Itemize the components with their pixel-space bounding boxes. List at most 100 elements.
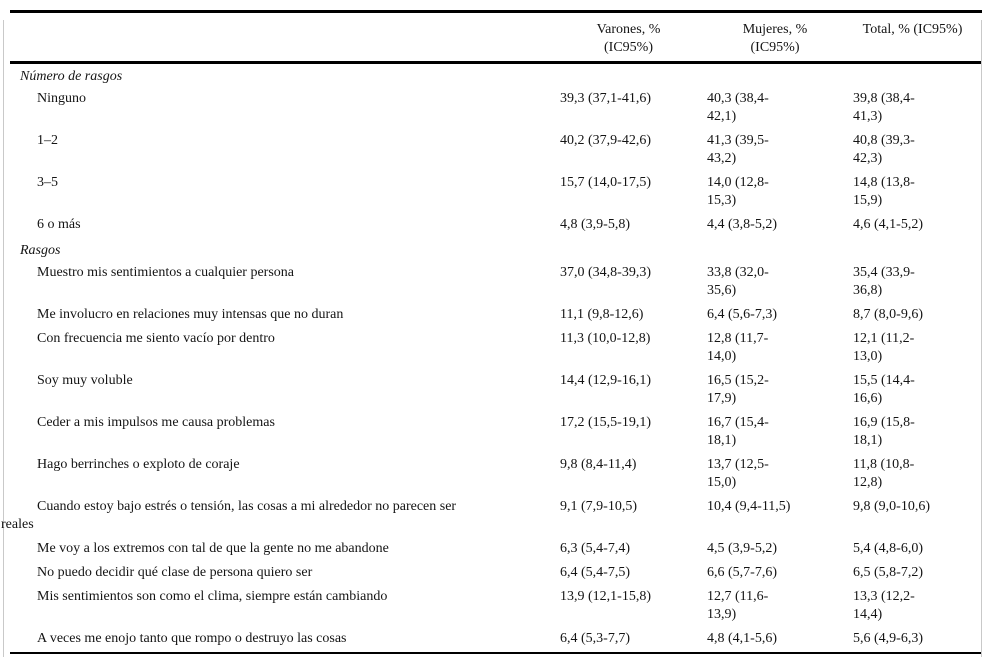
table-left-border xyxy=(3,20,4,657)
total-value: 39,8 (38,4- 41,3) xyxy=(853,91,915,124)
total-value: 40,8 (39,3- 42,3) xyxy=(853,133,915,166)
varones-value: 11,1 (9,8-12,6) xyxy=(560,307,644,322)
mujeres-value: 16,5 (15,2- 17,9) xyxy=(707,373,769,406)
row-label: Mis sentimientos son como el clima, siem… xyxy=(37,589,388,604)
row-label: No puedo decidir qué clase de persona qu… xyxy=(37,565,313,580)
row-label: Me voy a los extremos con tal de que la … xyxy=(37,541,389,556)
row-label: 6 o más xyxy=(37,217,81,232)
varones-value: 6,4 (5,4-7,5) xyxy=(560,565,630,580)
table-row: Mis sentimientos son como el clima, siem… xyxy=(10,586,982,628)
varones-value: 6,3 (5,4-7,4) xyxy=(560,541,630,556)
row-label: A veces me enojo tanto que rompo o destr… xyxy=(37,631,347,646)
table-row: Número de rasgos xyxy=(10,63,982,89)
total-value: 9,8 (9,0-10,6) xyxy=(853,499,930,514)
row-label-cell: No puedo decidir qué clase de persona qu… xyxy=(10,562,560,586)
row-label-cell: Hago berrinches o exploto de coraje xyxy=(10,454,560,496)
header-varones: Varones, % (IC95%) xyxy=(560,11,707,64)
mujeres-value: 12,7 (11,6- 13,9) xyxy=(707,589,769,622)
total-value: 15,5 (14,4- 16,6) xyxy=(853,373,915,406)
varones-value: 6,4 (5,3-7,7) xyxy=(560,631,630,646)
table-row: Ninguno 39,3 (37,1-41,6) 40,3 (38,4- 42,… xyxy=(10,88,982,130)
header-total: Total, % (IC95%) xyxy=(853,11,982,64)
row-label: Rasgos xyxy=(20,243,61,258)
total-value: 35,4 (33,9- 36,8) xyxy=(853,265,915,298)
row-label: Cuando estoy bajo estrés o tensión, las … xyxy=(1,499,457,532)
table-row: Con frecuencia me siento vacío por dentr… xyxy=(10,328,982,370)
mujeres-value: 4,4 (3,8-5,2) xyxy=(707,217,777,232)
row-label: Número de rasgos xyxy=(20,69,123,84)
mujeres-value: 41,3 (39,5- 43,2) xyxy=(707,133,769,166)
mujeres-value: 4,8 (4,1-5,6) xyxy=(707,631,777,646)
mujeres-value: 12,8 (11,7- 14,0) xyxy=(707,331,769,364)
table-row: 1–2 40,2 (37,9-42,6) 41,3 (39,5- 43,2) 4… xyxy=(10,130,982,172)
mujeres-value: 6,6 (5,7-7,6) xyxy=(707,565,777,580)
row-label: 3–5 xyxy=(37,175,58,190)
mujeres-value xyxy=(707,63,853,89)
table-header: Varones, % (IC95%) Mujeres, % (IC95%) To… xyxy=(10,11,982,64)
varones-value xyxy=(560,238,707,262)
total-value: 13,3 (12,2- 14,4) xyxy=(853,589,915,622)
row-label: Ceder a mis impulsos me causa problemas xyxy=(37,415,275,430)
table-body: Número de rasgos Ninguno 39,3 (37,1-41,6… xyxy=(1,63,982,654)
total-value: 11,8 (10,8- 12,8) xyxy=(853,457,915,490)
mujeres-value: 14,0 (12,8- 15,3) xyxy=(707,175,769,208)
prevalence-table: Varones, % (IC95%) Mujeres, % (IC95%) To… xyxy=(1,10,982,654)
row-label-cell: 1–2 xyxy=(10,130,560,172)
row-label-cell: 6 o más xyxy=(10,214,560,238)
header-row: Varones, % (IC95%) Mujeres, % (IC95%) To… xyxy=(10,11,982,64)
table-row: Muestro mis sentimientos a cualquier per… xyxy=(10,262,982,304)
mujeres-value: 4,5 (3,9-5,2) xyxy=(707,541,777,556)
table-row: No puedo decidir qué clase de persona qu… xyxy=(10,562,982,586)
mujeres-value: 10,4 (9,4-11,5) xyxy=(707,499,791,514)
table-row: Soy muy voluble 14,4 (12,9-16,1) 16,5 (1… xyxy=(10,370,982,412)
row-label-cell: Soy muy voluble xyxy=(10,370,560,412)
table-row: Hago berrinches o exploto de coraje 9,8 … xyxy=(10,454,982,496)
mujeres-value: 33,8 (32,0- 35,6) xyxy=(707,265,769,298)
varones-value: 40,2 (37,9-42,6) xyxy=(560,133,651,148)
varones-value: 4,8 (3,9-5,8) xyxy=(560,217,630,232)
row-label-cell: Me voy a los extremos con tal de que la … xyxy=(10,538,560,562)
table-row: 6 o más 4,8 (3,9-5,8) 4,4 (3,8-5,2) 4,6 … xyxy=(10,214,982,238)
header-label-column xyxy=(10,11,560,64)
total-value: 6,5 (5,8-7,2) xyxy=(853,565,923,580)
total-value: 5,4 (4,8-6,0) xyxy=(853,541,923,556)
row-label: Me involucro en relaciones muy intensas … xyxy=(37,307,344,322)
total-value: 8,7 (8,0-9,6) xyxy=(853,307,923,322)
varones-value: 17,2 (15,5-19,1) xyxy=(560,415,651,430)
varones-value: 9,8 (8,4-11,4) xyxy=(560,457,637,472)
header-mujeres: Mujeres, % (IC95%) xyxy=(707,11,853,64)
row-label: Con frecuencia me siento vacío por dentr… xyxy=(37,331,275,346)
varones-value xyxy=(560,63,707,89)
mujeres-value: 6,4 (5,6-7,3) xyxy=(707,307,777,322)
row-label-cell: 3–5 xyxy=(10,172,560,214)
total-value: 14,8 (13,8- 15,9) xyxy=(853,175,915,208)
total-value xyxy=(853,238,982,262)
mujeres-value: 16,7 (15,4- 18,1) xyxy=(707,415,769,448)
varones-value: 15,7 (14,0-17,5) xyxy=(560,175,651,190)
varones-value: 9,1 (7,9-10,5) xyxy=(560,499,637,514)
row-label: Ninguno xyxy=(37,91,86,106)
table-row: Me voy a los extremos con tal de que la … xyxy=(10,538,982,562)
row-label-cell: Ceder a mis impulsos me causa problemas xyxy=(10,412,560,454)
row-label: Muestro mis sentimientos a cualquier per… xyxy=(37,265,294,280)
table-row: Ceder a mis impulsos me causa problemas … xyxy=(10,412,982,454)
varones-value: 39,3 (37,1-41,6) xyxy=(560,91,651,106)
row-label-cell: Con frecuencia me siento vacío por dentr… xyxy=(10,328,560,370)
row-label-cell: Mis sentimientos son como el clima, siem… xyxy=(10,586,560,628)
table-row: Me involucro en relaciones muy intensas … xyxy=(10,304,982,328)
varones-value: 11,3 (10,0-12,8) xyxy=(560,331,651,346)
row-label-cell: A veces me enojo tanto que rompo o destr… xyxy=(10,628,560,653)
total-value: 12,1 (11,2- 13,0) xyxy=(853,331,915,364)
total-value: 4,6 (4,1-5,2) xyxy=(853,217,923,232)
row-label-cell: Rasgos xyxy=(10,238,560,262)
varones-value: 14,4 (12,9-16,1) xyxy=(560,373,651,388)
row-label-cell: Muestro mis sentimientos a cualquier per… xyxy=(10,262,560,304)
total-value: 16,9 (15,8- 18,1) xyxy=(853,415,915,448)
total-value: 5,6 (4,9-6,3) xyxy=(853,631,923,646)
row-label-cell: Cuando estoy bajo estrés o tensión, las … xyxy=(1,496,560,538)
mujeres-value xyxy=(707,238,853,262)
row-label-cell: Ninguno xyxy=(10,88,560,130)
table-row: 3–5 15,7 (14,0-17,5) 14,0 (12,8- 15,3) 1… xyxy=(10,172,982,214)
mujeres-value: 40,3 (38,4- 42,1) xyxy=(707,91,769,124)
row-label-cell: Me involucro en relaciones muy intensas … xyxy=(10,304,560,328)
